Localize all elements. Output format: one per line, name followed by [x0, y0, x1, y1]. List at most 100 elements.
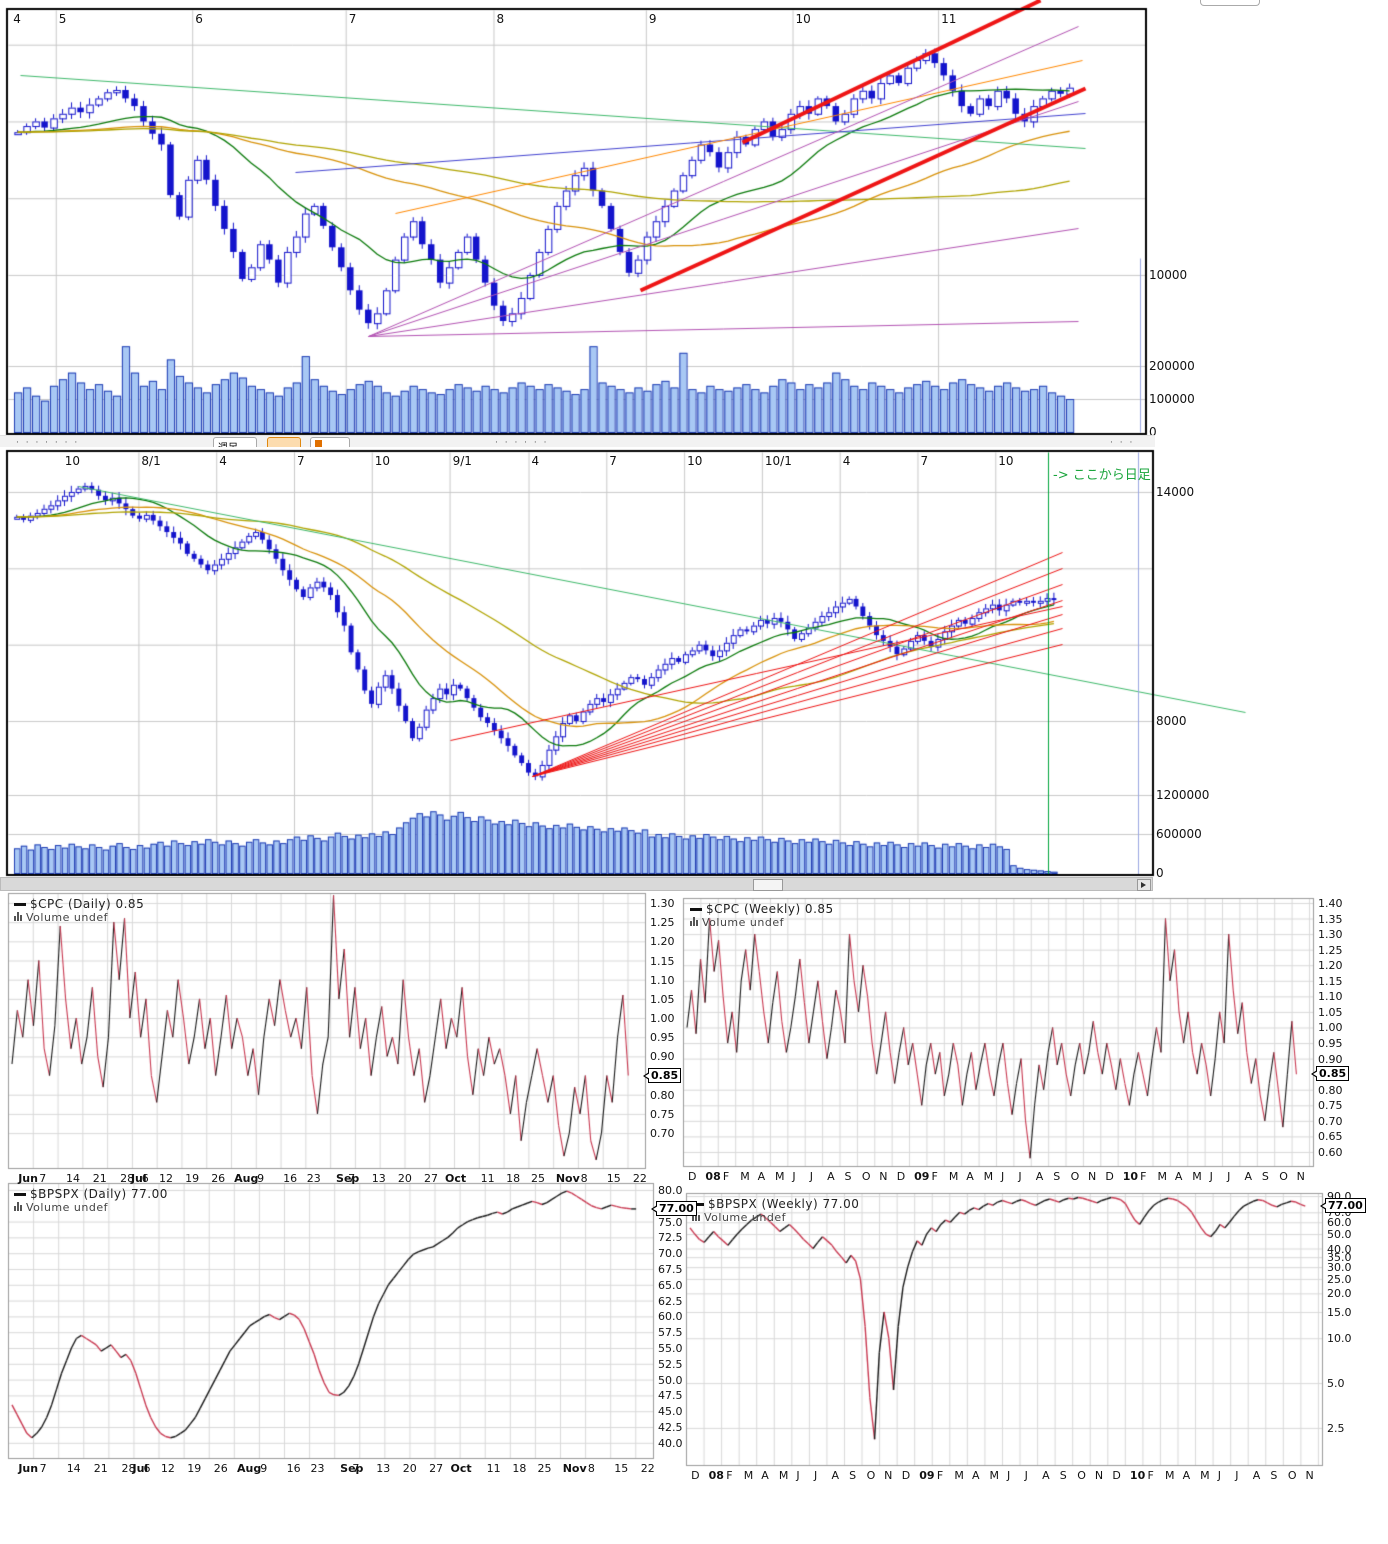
value-axis-label: 10.0 [1327, 1332, 1352, 1346]
value-axis-label: 0.75 [1318, 1099, 1343, 1113]
value-axis-label: 60.0 [1327, 1216, 1352, 1230]
toolbar-text-fragment: · · · [1110, 438, 1135, 447]
indicator-button[interactable] [310, 437, 350, 447]
x-axis-label: S [1053, 1170, 1061, 1183]
weekly-button[interactable]: 週足 [213, 437, 257, 447]
scrollbar-thumb[interactable] [753, 879, 783, 891]
x-axis-label: 6 [143, 1462, 151, 1475]
value-axis-label: 1.10 [1318, 990, 1343, 1004]
x-axis-label: 19 [185, 1172, 200, 1185]
x-axis-label: 7 [609, 454, 617, 468]
x-axis-label: 11 [486, 1462, 501, 1475]
x-axis-label: 9 [257, 1172, 265, 1185]
x-axis-label: D [1112, 1469, 1121, 1482]
x-axis-label: A [966, 1170, 974, 1183]
value-axis-label: 72.5 [658, 1231, 683, 1245]
value-axis-label: 0.75 [650, 1107, 675, 1121]
x-axis-label: A [1244, 1170, 1252, 1183]
x-axis-label: 18 [512, 1462, 527, 1475]
x-axis-label: D [901, 1469, 911, 1482]
bpspx-daily-volume-label: Volume undef [26, 1201, 108, 1214]
x-axis-label: J [813, 1469, 818, 1482]
value-axis-label: 45.0 [658, 1405, 683, 1419]
x-axis-label: 4 [219, 454, 227, 468]
volume-icon [692, 1212, 702, 1221]
value-axis-label: 1.05 [650, 992, 675, 1006]
cpc-weekly-legend: $CPC (Weekly) 0.85 Volume undef [690, 902, 834, 929]
value-axis-label: 52.5 [658, 1357, 683, 1371]
x-axis-label: A [1042, 1469, 1050, 1482]
value-axis-label: 1.05 [1318, 1005, 1343, 1019]
x-axis-label: O [1070, 1170, 1080, 1183]
x-axis-label: M [1192, 1170, 1202, 1183]
value-axis-label: 1.30 [1318, 928, 1343, 942]
x-axis-label: 25 [537, 1462, 552, 1475]
value-axis-label: 0.95 [1318, 1037, 1343, 1051]
value-axis-label: 65.0 [658, 1278, 683, 1292]
value-axis-label: 1.00 [650, 1012, 675, 1026]
right-arrow-icon [1141, 882, 1146, 888]
x-axis-label: 12 [158, 1172, 173, 1185]
x-axis-label: D [691, 1469, 700, 1482]
x-axis-label: 8/1 [141, 454, 161, 468]
volume-axis-label: 0 [1156, 866, 1164, 880]
x-axis-label: Oct [444, 1172, 467, 1185]
x-axis-label: A [1035, 1170, 1044, 1183]
cpc-daily-last-value-marker: 0.85 [643, 1067, 682, 1083]
x-axis-label: Sep [336, 1172, 360, 1185]
x-axis-label: 9/1 [452, 454, 472, 468]
x-axis-label: M [1157, 1170, 1168, 1183]
line-swatch-icon [14, 1193, 26, 1196]
x-axis-label: 12 [160, 1462, 175, 1475]
value-axis-label: 0.80 [1318, 1083, 1343, 1097]
cpc-daily-legend: $CPC (Daily) 0.85 Volume undef [14, 897, 144, 924]
cpc-daily-title: $CPC (Daily) 0.85 [30, 897, 145, 911]
x-axis-label: J [1227, 1170, 1231, 1183]
x-axis-label: 5 [58, 12, 67, 26]
value-axis-label: 2.5 [1327, 1421, 1345, 1435]
x-axis-label: 13 [371, 1172, 386, 1185]
value-axis-label: 0.70 [650, 1127, 675, 1141]
x-axis-label: 18 [506, 1172, 521, 1185]
x-axis-label: O [866, 1469, 876, 1482]
x-axis-label: 7 [297, 454, 305, 468]
x-axis-label: M [1165, 1469, 1175, 1482]
x-axis-label: 25 [530, 1172, 545, 1185]
x-axis-label: Aug [236, 1462, 262, 1475]
x-axis-label: O [861, 1170, 871, 1183]
x-axis-label: 20 [402, 1462, 417, 1475]
horizontal-scrollbar[interactable] [0, 877, 1153, 891]
x-axis-label: 10 [998, 454, 1014, 468]
daily-from-here-note: -> ここから日足 [1053, 468, 1151, 483]
highlighted-button[interactable] [267, 437, 301, 447]
x-axis-label: 09 [914, 1170, 930, 1183]
value-axis-label: 1.35 [1318, 912, 1343, 926]
x-axis-label: 22 [640, 1462, 655, 1475]
x-axis-label: J [1024, 1469, 1028, 1482]
line-swatch-icon [692, 1203, 704, 1206]
x-axis-label: F [726, 1469, 733, 1482]
x-axis-label: J [1217, 1469, 1221, 1482]
x-axis-label: 11 [480, 1172, 495, 1185]
x-axis-label: F [1140, 1170, 1147, 1183]
scrollbar-right-arrow[interactable] [1137, 879, 1151, 891]
x-axis-label: 4 [531, 454, 540, 468]
x-axis-label: 7 [39, 1462, 47, 1475]
x-axis-label: J [1235, 1469, 1239, 1482]
x-axis-label: N [1296, 1170, 1305, 1183]
x-axis-label: A [1174, 1170, 1183, 1183]
toolbar-fragment-top[interactable] [1200, 0, 1260, 6]
x-axis-label: A [827, 1170, 835, 1183]
value-axis-label: 40.0 [1327, 1242, 1352, 1256]
x-axis-label: O [1077, 1469, 1086, 1482]
volume-axis-label: 0 [1149, 425, 1157, 439]
bpspx-daily-title: $BPSPX (Daily) 77.00 [30, 1187, 168, 1201]
x-axis-label: M [774, 1170, 785, 1183]
value-axis-label: 75.0 [658, 1215, 683, 1229]
x-axis-label: 27 [423, 1172, 438, 1185]
value-axis-label: 0.90 [1318, 1052, 1343, 1066]
value-axis-label: 50.0 [1327, 1228, 1352, 1242]
value-axis-label: 70.0 [658, 1247, 683, 1261]
x-axis-label: 14 [66, 1462, 81, 1475]
